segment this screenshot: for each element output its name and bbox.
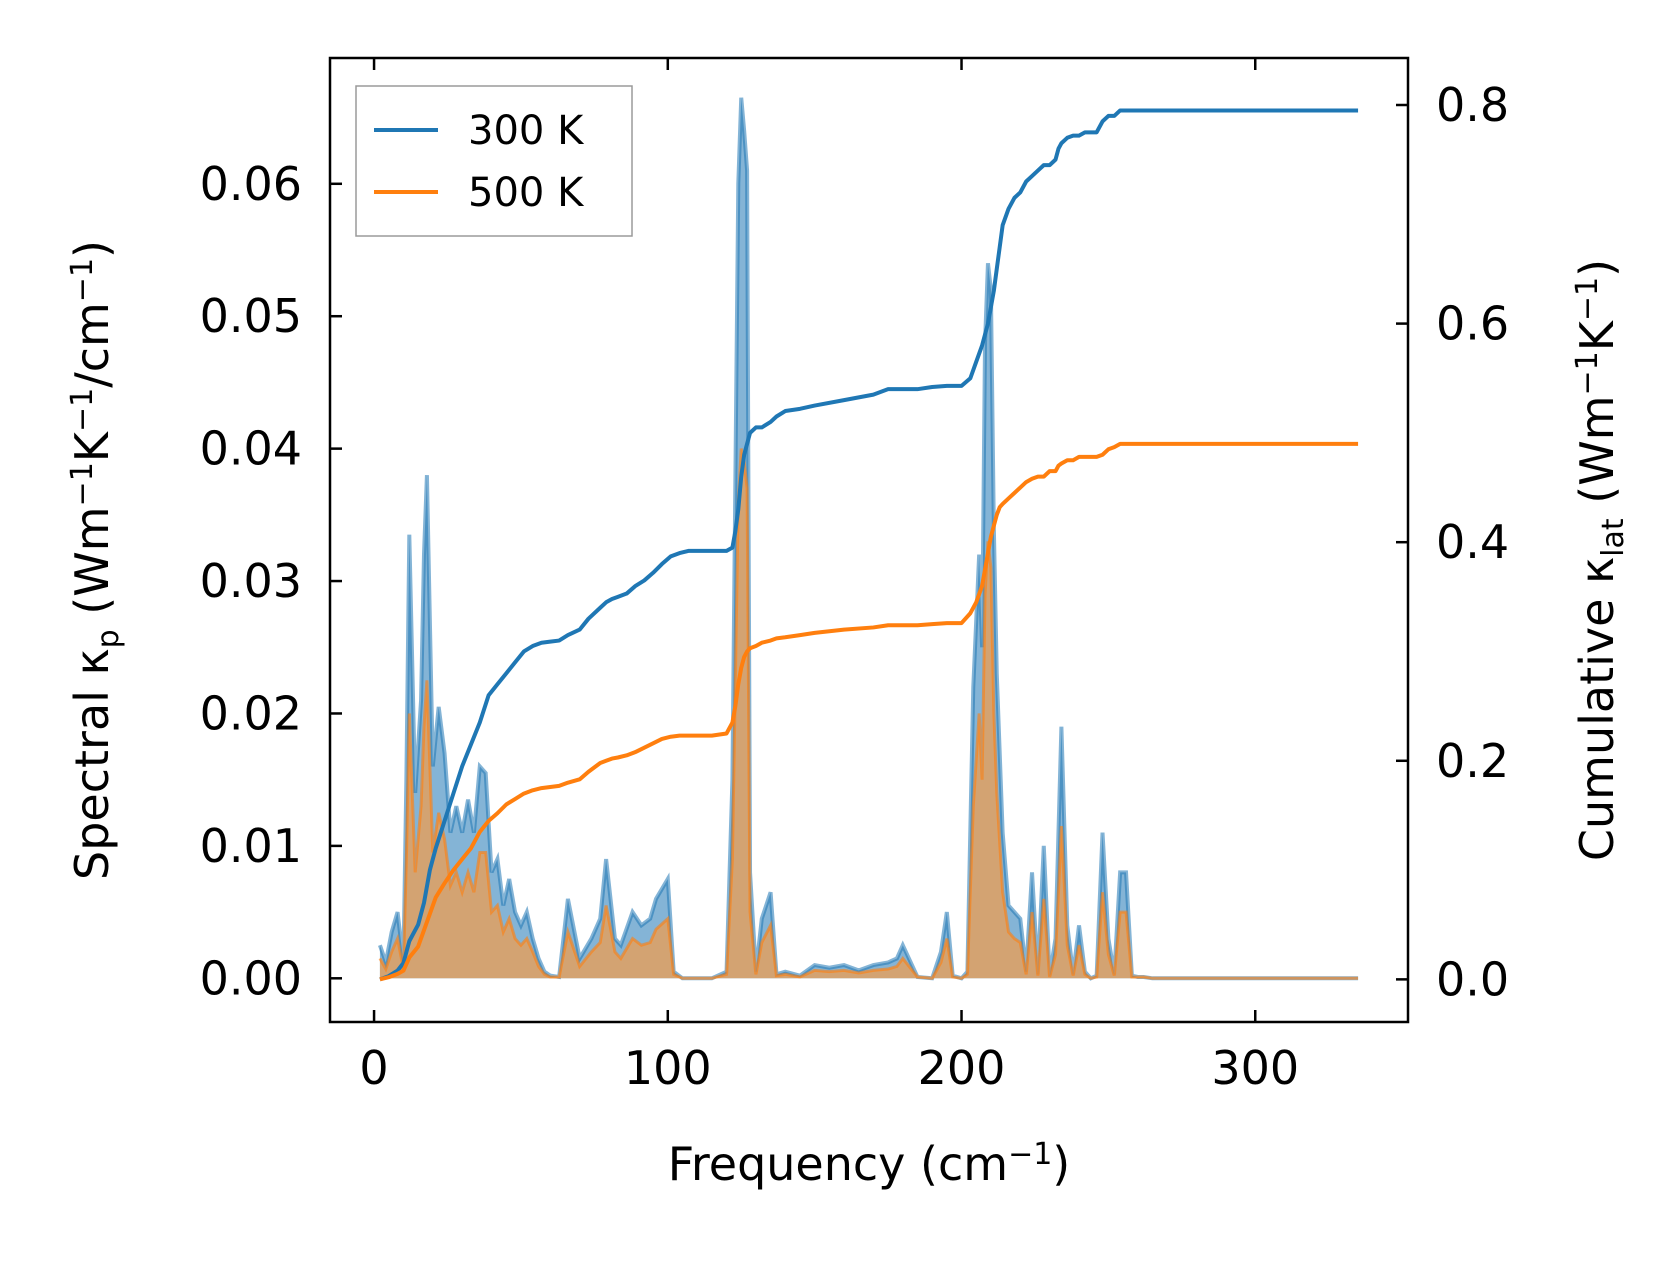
x-tick-label: 100	[624, 1041, 712, 1095]
spectral-500k-fill	[379, 448, 1359, 979]
y-left-tick-label: 0.06	[200, 157, 302, 211]
y-right-tick-label: 0.0	[1436, 952, 1509, 1006]
spectral-500k-edge	[378, 448, 1359, 980]
y-right-tick-label: 0.8	[1436, 78, 1509, 132]
y-left-tick-label: 0.02	[200, 686, 302, 740]
y-left-tick-label: 0.03	[200, 554, 302, 608]
x-tick-label: 300	[1211, 1041, 1299, 1095]
legend-box	[355, 85, 633, 237]
plot-frame	[328, 56, 1410, 1024]
spectral-300k-edge	[378, 97, 1359, 981]
legend: 300 K 500 K	[355, 85, 633, 237]
legend-label-500k: 500 K	[468, 170, 585, 216]
y-left-tick-label: 0.04	[200, 422, 302, 476]
x-tick-label: 0	[359, 1041, 388, 1095]
cumulative-500k-line	[379, 441, 1359, 982]
x-axis-label: Frequency (cm−1)	[668, 1137, 1071, 1191]
y-left-tick-label: 0.00	[200, 951, 302, 1005]
cumulative-300k-line	[379, 108, 1359, 982]
spectral-fills	[378, 97, 1359, 981]
y-left-tick-label: 0.01	[200, 819, 302, 873]
x-tick-label: 200	[918, 1041, 1006, 1095]
y-left-tick-label: 0.05	[200, 289, 302, 343]
y-right-tick-label: 0.2	[1436, 734, 1509, 788]
y-right-tick-label: 0.6	[1436, 297, 1509, 351]
axis-ticks: 0 100 200 300 0.00 0.01 0.02 0.03 0.04 0.05 0.06 0.…	[200, 58, 1509, 1095]
y-right-tick-label: 0.4	[1436, 515, 1509, 569]
y-axis-left-label: Spectral κp (Wm−1K−1/cm−1)	[65, 240, 126, 880]
series-lines	[379, 108, 1359, 982]
y-axis-right-label: Cumulative κlat (Wm−1K−1)	[1570, 259, 1631, 861]
legend-label-300k: 300 K	[468, 108, 585, 154]
